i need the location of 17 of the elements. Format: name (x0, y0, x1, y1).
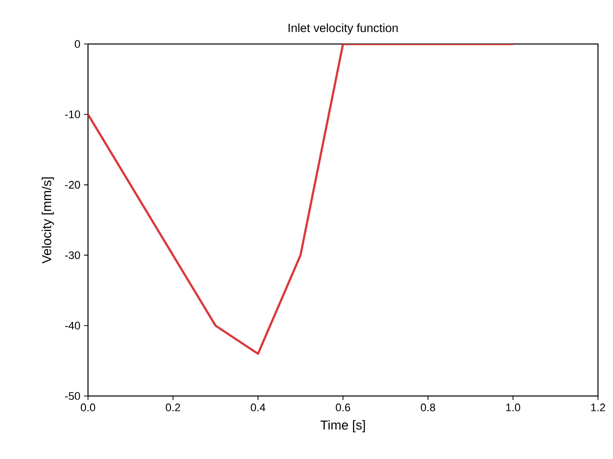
x-tick-label: 1.2 (591, 404, 606, 412)
y-tick-label: 0 (74, 40, 80, 48)
y-tick-label: -50 (65, 392, 80, 400)
x-axis-title: Time [s] (320, 420, 365, 432)
chart-title: Inlet velocity function (288, 23, 398, 35)
y-axis-title: Velocity [mm/s] (42, 177, 54, 264)
y-tick-label: -40 (65, 322, 80, 330)
x-tick-label: 0.2 (166, 404, 180, 412)
line-series (88, 44, 514, 355)
y-tick-label: -10 (65, 110, 80, 118)
x-tick-label: 0.6 (336, 404, 350, 412)
x-tick-label: 0.4 (250, 404, 266, 412)
y-tick-label: -30 (65, 251, 80, 260)
x-tick-label: 1.0 (506, 404, 520, 412)
x-tick-label: 0.8 (420, 404, 436, 412)
y-tick-label: -20 (65, 180, 80, 189)
x-tick-label: 0.0 (80, 404, 96, 412)
